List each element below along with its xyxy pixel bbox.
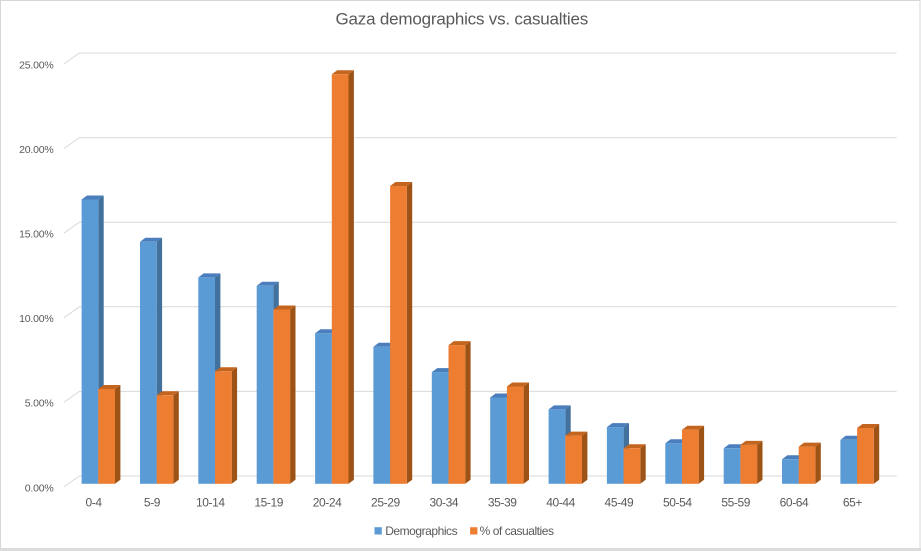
svg-text:0-4: 0-4 [86, 496, 103, 510]
svg-text:25.00%: 25.00% [19, 59, 53, 71]
svg-text:35-39: 35-39 [488, 496, 517, 510]
svg-text:25-29: 25-29 [371, 496, 400, 510]
svg-text:5.00%: 5.00% [25, 398, 54, 410]
svg-text:5-9: 5-9 [144, 496, 161, 510]
svg-text:20.00%: 20.00% [19, 144, 53, 156]
svg-text:60-64: 60-64 [780, 496, 809, 510]
svg-text:10.00%: 10.00% [19, 313, 53, 325]
svg-text:0.00%: 0.00% [25, 482, 54, 494]
svg-text:45-49: 45-49 [605, 496, 634, 510]
svg-text:30-34: 30-34 [429, 496, 458, 510]
svg-text:Demographics: Demographics [385, 524, 457, 538]
svg-text:55-59: 55-59 [721, 496, 750, 510]
svg-text:50-54: 50-54 [663, 496, 692, 510]
svg-text:40-44: 40-44 [546, 496, 575, 510]
svg-text:Gaza demographics vs. casualti: Gaza demographics vs. casualties [336, 9, 589, 28]
svg-text:15.00%: 15.00% [19, 229, 53, 241]
svg-text:20-24: 20-24 [313, 496, 342, 510]
svg-text:10-14: 10-14 [196, 496, 225, 510]
svg-text:15-19: 15-19 [254, 496, 283, 510]
svg-text:% of casualties: % of casualties [480, 524, 554, 538]
svg-text:65+: 65+ [843, 496, 863, 510]
